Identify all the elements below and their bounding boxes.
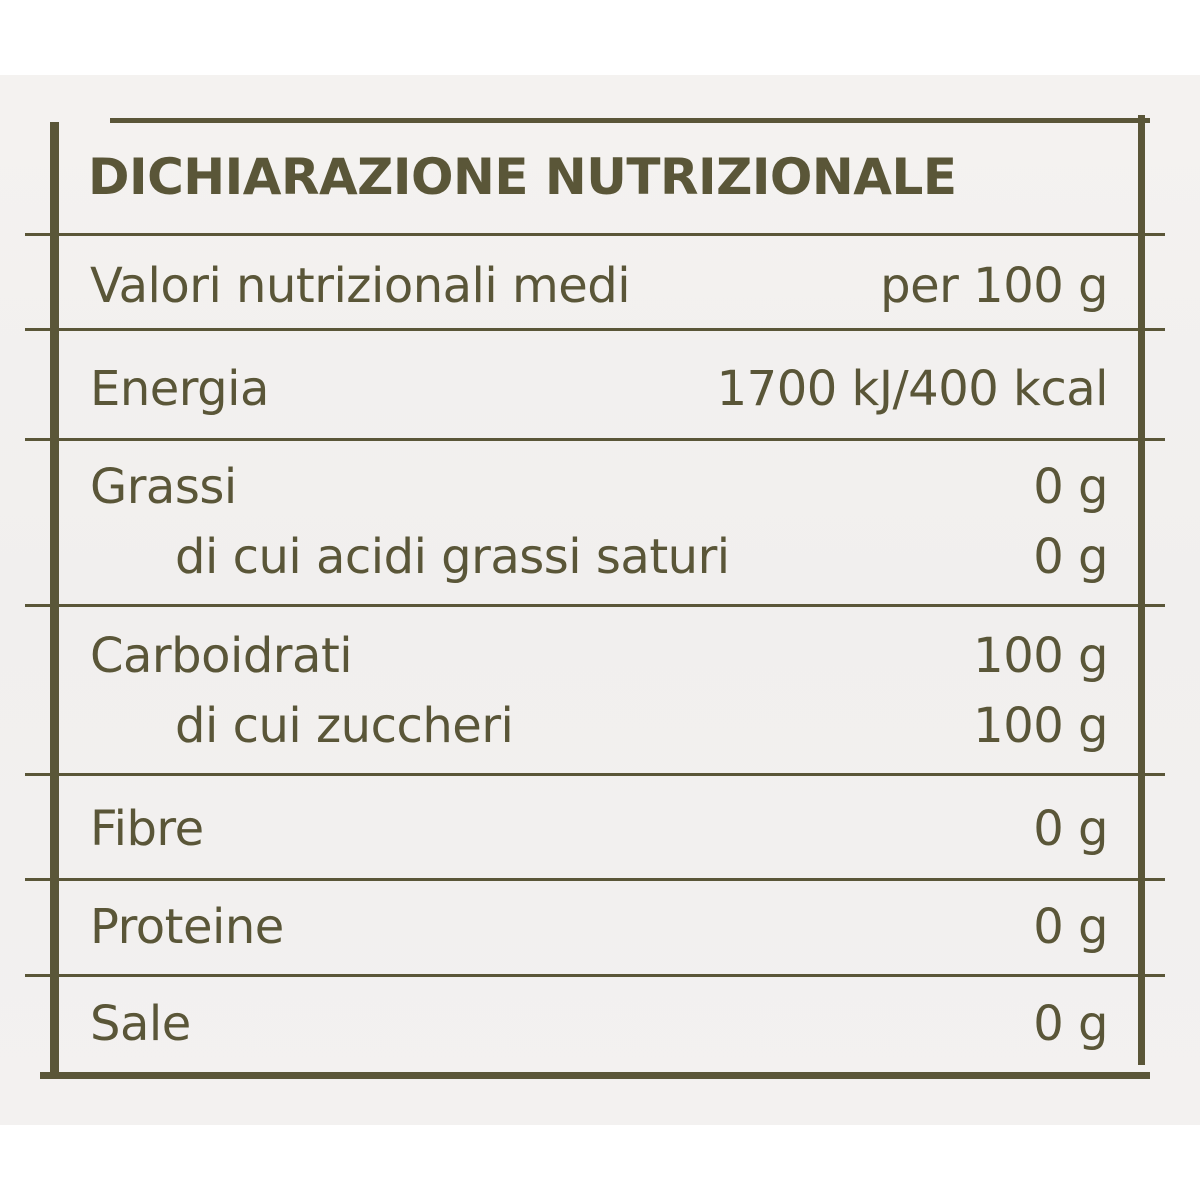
divider — [25, 974, 1165, 977]
row-value-sale: 0 g — [1033, 996, 1108, 1052]
table-title: DICHIARAZIONE NUTRIZIONALE — [88, 148, 957, 206]
row-label-sale: Sale — [90, 996, 191, 1052]
row-label-grassi: Grassi — [90, 459, 237, 515]
divider — [25, 773, 1165, 776]
divider — [25, 233, 1165, 236]
header-value: per 100 g — [880, 258, 1108, 314]
row-value-zuccheri: 100 g — [973, 698, 1108, 754]
row-value-carboidrati: 100 g — [973, 628, 1108, 684]
header-label: Valori nutrizionali medi — [90, 258, 631, 314]
row-label-energia: Energia — [90, 361, 269, 417]
border-bottom — [40, 1072, 1150, 1079]
border-top — [110, 118, 1150, 123]
row-label-saturi: di cui acidi grassi saturi — [175, 529, 730, 585]
row-value-proteine: 0 g — [1033, 899, 1108, 955]
divider — [25, 878, 1165, 881]
divider — [25, 328, 1165, 331]
border-left — [50, 122, 59, 1077]
row-value-fibre: 0 g — [1033, 801, 1108, 857]
divider — [25, 438, 1165, 441]
row-label-zuccheri: di cui zuccheri — [175, 698, 514, 754]
divider — [25, 604, 1165, 607]
row-label-proteine: Proteine — [90, 899, 284, 955]
row-label-carboidrati: Carboidrati — [90, 628, 353, 684]
border-right — [1138, 115, 1145, 1065]
label-background — [0, 75, 1200, 1125]
row-value-saturi: 0 g — [1033, 529, 1108, 585]
row-value-energia: 1700 kJ/400 kcal — [716, 361, 1109, 417]
row-label-fibre: Fibre — [90, 801, 204, 857]
row-value-grassi: 0 g — [1033, 459, 1108, 515]
